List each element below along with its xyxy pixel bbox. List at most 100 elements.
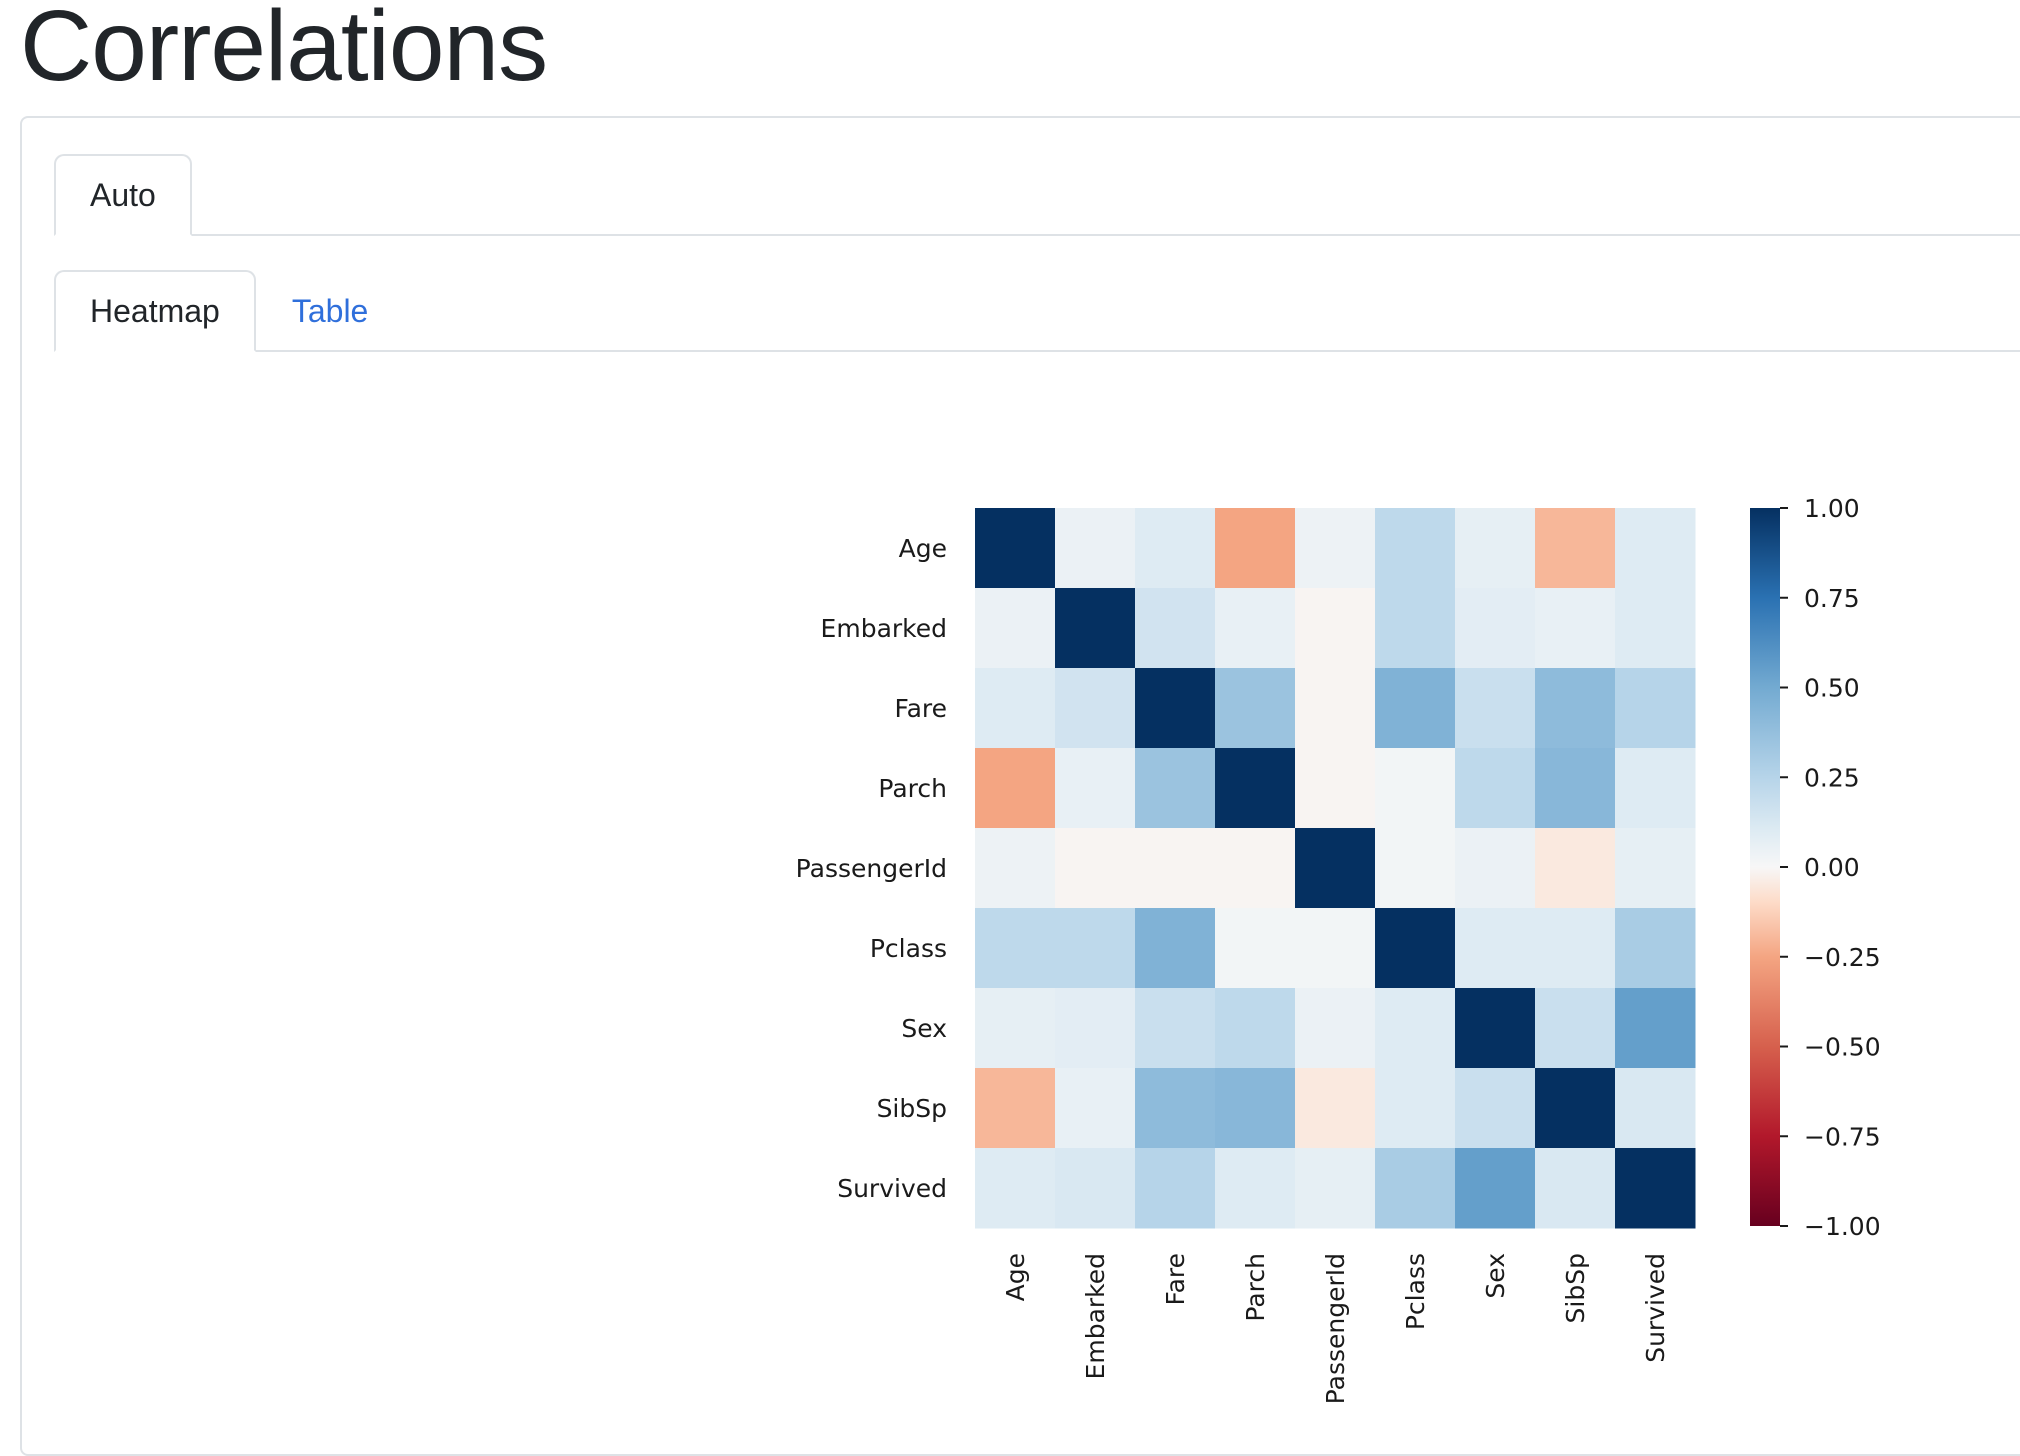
heatmap-cell bbox=[1535, 588, 1616, 669]
row-label: Sex bbox=[901, 1014, 947, 1043]
heatmap-cell bbox=[1535, 1148, 1616, 1229]
heatmap-cell bbox=[1615, 508, 1696, 589]
heatmap-cell bbox=[1615, 908, 1696, 989]
row-label: Embarked bbox=[821, 614, 947, 643]
correlation-heatmap: Age Embarked Fare Parch PassengerId Pclass Sex… bbox=[796, 494, 1881, 1404]
heatmap-cell bbox=[1375, 1068, 1456, 1149]
heatmap-cell bbox=[1055, 588, 1136, 669]
heatmap-cell bbox=[1135, 748, 1216, 829]
heatmap-cell bbox=[1215, 828, 1296, 909]
tab-table[interactable]: Table bbox=[291, 292, 369, 329]
row-label: PassengerId bbox=[796, 854, 947, 883]
colorbar-tick-label: 0.50 bbox=[1804, 674, 1860, 703]
heatmap-cell bbox=[1295, 988, 1376, 1069]
heatmap-cell bbox=[1455, 748, 1536, 829]
outer-tab-bar: Auto bbox=[54, 150, 2020, 236]
colorbar-tick-label: −0.50 bbox=[1804, 1033, 1881, 1062]
heatmap-cell bbox=[1055, 988, 1136, 1069]
heatmap-cell bbox=[1615, 1148, 1696, 1229]
colorbar bbox=[1750, 508, 1780, 1226]
heatmap-cell bbox=[975, 1148, 1056, 1229]
heatmap-cell bbox=[975, 508, 1056, 589]
heatmap-cell bbox=[1215, 588, 1296, 669]
inner-tab-bar: Heatmap Table bbox=[54, 266, 2020, 352]
colorbar-tick-label: −0.75 bbox=[1804, 1122, 1881, 1151]
heatmap-cell bbox=[1055, 508, 1136, 589]
heatmap-cell bbox=[1135, 588, 1216, 669]
column-label: Parch bbox=[1241, 1253, 1270, 1322]
tab-auto[interactable]: Auto bbox=[54, 154, 192, 236]
heatmap-cell bbox=[1215, 908, 1296, 989]
row-label: Survived bbox=[837, 1174, 947, 1203]
heatmap-cell bbox=[1615, 1068, 1696, 1149]
column-label: Sex bbox=[1481, 1253, 1510, 1299]
heatmap-cell bbox=[1375, 828, 1456, 909]
colorbar-tick-label: 1.00 bbox=[1804, 494, 1860, 523]
heatmap-cell bbox=[1535, 748, 1616, 829]
colorbar-tick-label: −1.00 bbox=[1804, 1212, 1881, 1241]
heatmap-cell bbox=[1055, 908, 1136, 989]
heatmap-cell bbox=[1135, 1148, 1216, 1229]
heatmap-cell bbox=[1455, 1068, 1536, 1149]
heatmap-cell bbox=[1615, 588, 1696, 669]
heatmap-cell bbox=[1455, 988, 1536, 1069]
heatmap-cell bbox=[1055, 1068, 1136, 1149]
heatmap-cell bbox=[1455, 588, 1536, 669]
column-label: Embarked bbox=[1081, 1253, 1110, 1379]
heatmap-cell bbox=[1455, 828, 1536, 909]
heatmap-cell bbox=[1615, 748, 1696, 829]
row-label: Pclass bbox=[870, 934, 947, 963]
heatmap-cell bbox=[1135, 988, 1216, 1069]
row-label: Parch bbox=[878, 774, 947, 803]
page-title: Correlations bbox=[20, 0, 548, 102]
heatmap-cell bbox=[1455, 908, 1536, 989]
heatmap-cell bbox=[1535, 1068, 1616, 1149]
heatmap-cell bbox=[1135, 508, 1216, 589]
heatmap-cell bbox=[1135, 908, 1216, 989]
heatmap-cell bbox=[1215, 668, 1296, 749]
heatmap-cell bbox=[1615, 988, 1696, 1069]
heatmap-cell bbox=[1215, 1068, 1296, 1149]
heatmap-cell bbox=[975, 748, 1056, 829]
row-label: SibSp bbox=[877, 1094, 947, 1123]
heatmap-cell bbox=[1295, 508, 1376, 589]
colorbar-tick-label: 0.25 bbox=[1804, 763, 1860, 792]
heatmap-cell bbox=[1295, 588, 1376, 669]
row-label: Fare bbox=[894, 694, 947, 723]
heatmap-cell bbox=[1295, 908, 1376, 989]
column-label: Pclass bbox=[1401, 1253, 1430, 1330]
heatmap-cell bbox=[1375, 988, 1456, 1069]
heatmap-cell bbox=[1535, 908, 1616, 989]
heatmap-cell bbox=[1615, 828, 1696, 909]
heatmap-cell bbox=[1455, 1148, 1536, 1229]
heatmap-cell bbox=[1295, 1148, 1376, 1229]
heatmap-cell bbox=[1375, 588, 1456, 669]
heatmap-cell bbox=[1375, 1148, 1456, 1229]
heatmap-cell bbox=[1295, 668, 1376, 749]
heatmap-cell bbox=[1375, 508, 1456, 589]
heatmap-cell bbox=[1215, 988, 1296, 1069]
heatmap-cell bbox=[1375, 908, 1456, 989]
heatmap-cell bbox=[1535, 508, 1616, 589]
row-label: Age bbox=[899, 534, 947, 563]
heatmap-cell bbox=[1215, 1148, 1296, 1229]
tab-heatmap[interactable]: Heatmap bbox=[54, 270, 256, 352]
heatmap-cell bbox=[975, 988, 1056, 1069]
heatmap-cell bbox=[1455, 668, 1536, 749]
heatmap-cell bbox=[1055, 828, 1136, 909]
heatmap-cell bbox=[1615, 668, 1696, 749]
heatmap-cell bbox=[1215, 748, 1296, 829]
column-label: Fare bbox=[1161, 1253, 1190, 1306]
heatmap-cell bbox=[1055, 1148, 1136, 1229]
heatmap-cell bbox=[1055, 748, 1136, 829]
heatmap-cell bbox=[1535, 828, 1616, 909]
heatmap-cell bbox=[1535, 988, 1616, 1069]
heatmap-cell bbox=[975, 828, 1056, 909]
heatmap-cell bbox=[975, 1068, 1056, 1149]
column-label: PassengerId bbox=[1321, 1253, 1350, 1404]
heatmap-cell bbox=[1295, 1068, 1376, 1149]
heatmap-cell bbox=[1055, 668, 1136, 749]
heatmap-cell bbox=[1375, 668, 1456, 749]
heatmap-cell bbox=[1295, 828, 1376, 909]
heatmap-cell bbox=[1215, 508, 1296, 589]
